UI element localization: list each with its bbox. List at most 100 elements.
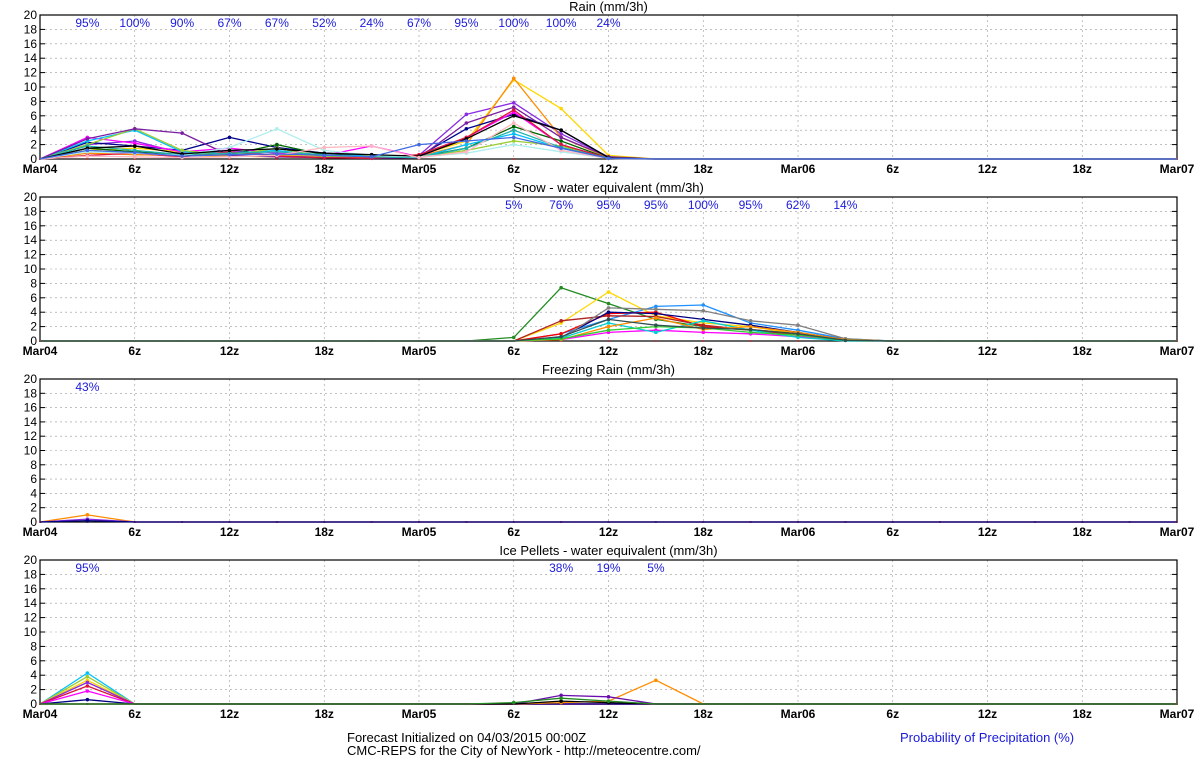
y-tick-label: 14 bbox=[24, 51, 38, 65]
x-tick-label: 12z bbox=[978, 707, 997, 721]
y-tick-label: 16 bbox=[24, 37, 38, 51]
x-tick-label: 18z bbox=[315, 525, 334, 539]
series-point bbox=[606, 699, 611, 703]
series-point bbox=[654, 678, 658, 683]
y-tick-label: 18 bbox=[24, 386, 38, 400]
series-point bbox=[85, 680, 90, 685]
y-tick-label: 14 bbox=[24, 596, 38, 610]
series-point bbox=[606, 695, 611, 699]
pop-label: 100% bbox=[119, 16, 150, 30]
pop-label: 100% bbox=[546, 16, 577, 30]
pop-label: 95% bbox=[596, 198, 620, 212]
y-tick-label: 20 bbox=[24, 8, 38, 22]
series-point bbox=[654, 304, 658, 309]
series-point bbox=[701, 303, 706, 307]
series-point bbox=[85, 148, 90, 153]
x-tick-label: 18z bbox=[694, 344, 713, 358]
series-point bbox=[748, 330, 753, 335]
pop-label: 67% bbox=[217, 16, 241, 30]
series-point bbox=[464, 150, 469, 154]
series-point bbox=[180, 131, 184, 135]
series-point bbox=[511, 108, 516, 112]
panel-title: Freezing Rain (mm/3h) bbox=[542, 362, 675, 377]
y-tick-label: 16 bbox=[24, 582, 38, 596]
series-point bbox=[275, 126, 279, 131]
x-step-marker bbox=[654, 340, 657, 342]
y-tick-label: 6 bbox=[30, 472, 37, 486]
x-tick-label: Mar05 bbox=[402, 162, 437, 176]
x-tick-label: Mar07 bbox=[1160, 162, 1195, 176]
series-point bbox=[559, 334, 563, 339]
series-point bbox=[654, 330, 658, 335]
series-point bbox=[132, 141, 137, 145]
pop-label: 5% bbox=[505, 198, 523, 212]
pop-label: 24% bbox=[360, 16, 384, 30]
y-tick-label: 2 bbox=[30, 320, 37, 334]
series-point bbox=[511, 128, 516, 132]
series-point bbox=[511, 124, 516, 129]
series-point bbox=[464, 142, 469, 147]
y-tick-label: 4 bbox=[30, 305, 37, 319]
series-point bbox=[511, 142, 516, 147]
y-tick-label: 8 bbox=[30, 639, 37, 653]
x-tick-label: 18z bbox=[1073, 344, 1092, 358]
pop-label: 5% bbox=[647, 561, 665, 575]
pop-label: 95% bbox=[644, 198, 668, 212]
series-point bbox=[322, 145, 327, 150]
series-point bbox=[559, 146, 563, 150]
series-point bbox=[227, 148, 232, 153]
series-point bbox=[701, 308, 706, 313]
series-point bbox=[559, 132, 563, 136]
x-tick-label: 12z bbox=[978, 344, 997, 358]
source-attribution-label: CMC-REPS for the City of NewYork - http:… bbox=[347, 743, 701, 758]
x-tick-label: 12z bbox=[220, 162, 239, 176]
y-tick-label: 20 bbox=[24, 372, 38, 386]
x-tick-label: 6z bbox=[128, 344, 141, 358]
y-tick-label: 18 bbox=[24, 204, 38, 218]
series-point bbox=[369, 144, 374, 148]
series-point bbox=[654, 323, 658, 327]
series-point bbox=[511, 135, 516, 140]
series-point bbox=[85, 513, 90, 517]
x-tick-label: Mar05 bbox=[402, 344, 437, 358]
pop-label: 67% bbox=[407, 16, 431, 30]
pop-label: 24% bbox=[596, 16, 620, 30]
y-tick-label: 0 bbox=[30, 697, 37, 711]
series-point bbox=[417, 142, 421, 147]
x-step-marker bbox=[512, 158, 515, 160]
series-point bbox=[132, 150, 137, 155]
x-tick-label: Mar05 bbox=[402, 707, 437, 721]
y-tick-label: 10 bbox=[24, 262, 38, 276]
x-tick-label: 6z bbox=[886, 707, 899, 721]
pop-legend-label: Probability of Precipitation (%) bbox=[900, 730, 1075, 745]
pop-label: 62% bbox=[786, 198, 810, 212]
y-tick-label: 4 bbox=[30, 486, 37, 500]
y-tick-label: 14 bbox=[24, 233, 38, 247]
series-point bbox=[701, 326, 706, 330]
series-point bbox=[606, 301, 611, 306]
series-point bbox=[606, 314, 611, 318]
series-point bbox=[85, 154, 90, 158]
x-tick-label: 18z bbox=[315, 162, 334, 176]
pop-label: 43% bbox=[75, 380, 99, 394]
series-point bbox=[85, 137, 90, 141]
series-point bbox=[275, 152, 279, 156]
series-point bbox=[559, 128, 563, 132]
x-step-marker bbox=[607, 340, 610, 342]
x-tick-label: Mar04 bbox=[23, 344, 58, 358]
pop-label: 14% bbox=[833, 198, 857, 212]
x-tick-label: 18z bbox=[694, 525, 713, 539]
series-point bbox=[654, 307, 658, 312]
x-tick-label: Mar06 bbox=[781, 525, 816, 539]
y-tick-label: 12 bbox=[24, 429, 38, 443]
x-tick-label: Mar06 bbox=[781, 162, 816, 176]
series-point bbox=[559, 319, 563, 323]
series-point bbox=[748, 319, 753, 323]
pop-label: 95% bbox=[75, 561, 99, 575]
series-point bbox=[275, 147, 279, 151]
series-point bbox=[701, 319, 706, 323]
series-point bbox=[322, 153, 327, 158]
y-tick-label: 6 bbox=[30, 291, 37, 305]
series-point bbox=[464, 112, 469, 117]
y-tick-label: 8 bbox=[30, 94, 37, 108]
